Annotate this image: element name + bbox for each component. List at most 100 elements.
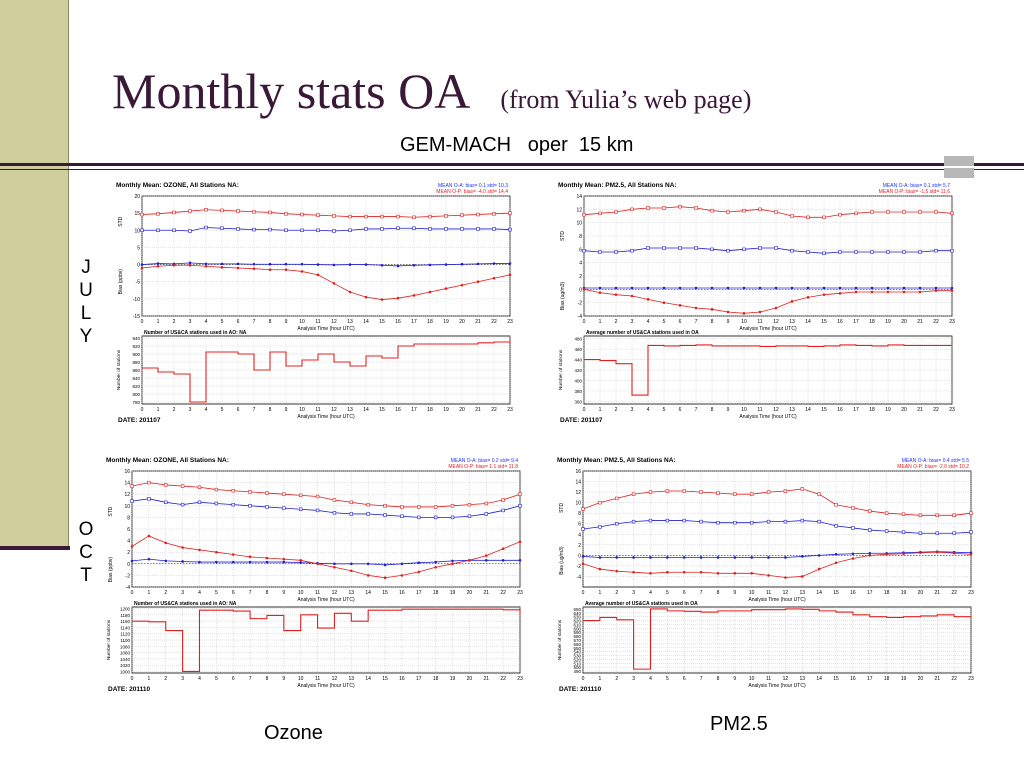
y-tick-label: 380 (574, 389, 582, 394)
stations-y-label: Number of stations (106, 619, 112, 660)
data-point (694, 246, 698, 250)
data-point (934, 210, 938, 214)
data-point (518, 504, 522, 508)
y-tick-label: 15 (134, 211, 140, 217)
x-tick-label: 4 (649, 590, 652, 596)
row-label-letter: U (79, 280, 93, 301)
x-axis-label: Analysis Time (hour UTC) (748, 683, 806, 689)
data-point (918, 250, 922, 254)
y-tick-label: 8 (578, 511, 581, 517)
x-tick-label: 15 (821, 319, 827, 325)
data-point (268, 227, 272, 232)
data-point (434, 565, 437, 569)
data-point (508, 211, 512, 215)
data-point (901, 530, 906, 534)
data-point (451, 562, 454, 566)
series-line (582, 551, 972, 558)
data-point (854, 250, 858, 254)
data-point (935, 513, 939, 517)
data-point (902, 552, 905, 556)
x-tick-label: 8 (711, 407, 714, 413)
data-point (710, 247, 714, 252)
data-point (383, 576, 387, 580)
x-tick-label: 16 (837, 407, 843, 413)
data-point (501, 498, 505, 502)
data-point (598, 525, 602, 529)
x-tick-label: 5 (215, 590, 218, 596)
data-point (476, 262, 480, 266)
data-point (383, 513, 387, 517)
data-point (501, 559, 505, 562)
x-tick-label: 3 (181, 590, 184, 596)
y-tick-label: 16 (124, 469, 130, 475)
y-tick-label: 20 (134, 194, 140, 200)
y-tick-label: 820 (132, 384, 140, 389)
data-point (834, 561, 838, 565)
data-point (147, 497, 151, 501)
chart-date: DATE: 201107 (118, 417, 161, 424)
data-point (582, 248, 586, 253)
chart-title: Monthly Mean: OZONE, All Stations NA: (116, 182, 239, 189)
data-point (838, 286, 842, 290)
data-point (460, 262, 464, 266)
data-point (614, 210, 618, 214)
x-tick-label: 7 (253, 319, 256, 325)
data-point (348, 290, 352, 294)
x-tick-label: 20 (918, 676, 924, 682)
data-point (252, 227, 256, 232)
x-tick-label: 5 (663, 319, 666, 325)
x-tick-label: 23 (968, 676, 974, 682)
x-tick-label: 18 (884, 676, 890, 682)
data-point (300, 270, 304, 273)
x-tick-label: 22 (951, 676, 957, 682)
y-tick-label: 0 (137, 263, 140, 269)
data-point (733, 492, 737, 496)
data-point (969, 511, 973, 515)
data-point (492, 262, 496, 265)
x-tick-label: 20 (459, 319, 465, 325)
y-tick-label: 800 (132, 392, 140, 397)
data-point (501, 547, 505, 551)
data-point (156, 212, 160, 216)
data-point (332, 229, 336, 233)
data-point (156, 228, 160, 232)
data-point (492, 212, 496, 216)
x-tick-label: 12 (332, 590, 338, 596)
data-point (140, 228, 144, 232)
y-tick-label: 940 (132, 336, 140, 341)
data-point (204, 264, 208, 268)
column-label-pm25: PM2.5 (710, 713, 768, 735)
data-point (197, 500, 202, 505)
y-tick-label: 550 (573, 646, 581, 651)
data-point (834, 503, 838, 507)
x-tick-label: 22 (933, 407, 939, 413)
x-tick-label: 23 (968, 590, 974, 596)
data-point (383, 504, 387, 508)
data-point (902, 286, 906, 290)
x-tick-label: 7 (249, 590, 252, 596)
y-tick-label: 6 (127, 527, 130, 533)
x-tick-label: 23 (949, 319, 955, 325)
y-tick-label: 440 (574, 358, 582, 363)
chart-panel-oct-pm25: Monthly Mean: PM2.5, All Stations NA: MEA… (555, 453, 979, 693)
y-tick-label: 1000 (120, 669, 131, 674)
data-point (726, 286, 730, 290)
data-point (806, 286, 810, 290)
data-point (598, 286, 602, 290)
data-point (918, 286, 922, 290)
data-point (838, 292, 842, 295)
data-point (484, 559, 488, 562)
data-point (444, 287, 448, 290)
y-tick-label: 520 (573, 657, 581, 662)
data-point (806, 296, 810, 299)
x-tick-label: 4 (198, 676, 201, 682)
data-point (364, 227, 368, 231)
x-tick-label: 12 (331, 319, 337, 325)
data-point (902, 250, 906, 254)
data-point (884, 511, 889, 515)
x-tick-label: 9 (282, 676, 285, 682)
data-point (460, 227, 464, 231)
data-point (467, 514, 472, 518)
y-tick-label: -4 (578, 314, 583, 320)
chart-background (556, 178, 960, 424)
